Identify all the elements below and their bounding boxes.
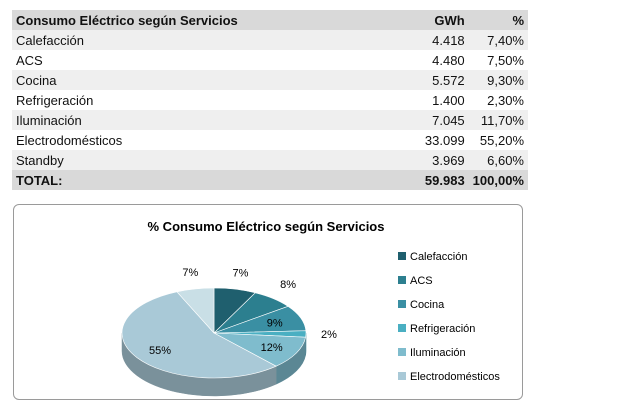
- cell-name: Standby: [12, 150, 388, 170]
- cell-gwh: 5.572: [387, 70, 469, 90]
- table-row: Iluminación 7.045 11,70%: [12, 110, 528, 130]
- pie-data-label: 7%: [233, 267, 249, 279]
- cell-percent: 11,70%: [468, 110, 528, 130]
- legend-label: ACS: [410, 275, 433, 287]
- pie-data-label: 9%: [267, 317, 283, 329]
- cell-name: TOTAL:: [12, 170, 388, 190]
- cell-gwh: 3.969: [387, 150, 469, 170]
- cell-name: Cocina: [12, 70, 388, 90]
- cell-gwh: 4.418: [387, 30, 469, 50]
- legend-label: Electrodomésticos: [410, 371, 500, 383]
- pie-group: [121, 287, 307, 397]
- cell-gwh: 7.045: [387, 110, 469, 130]
- table-row: ACS 4.480 7,50%: [12, 50, 528, 70]
- table-row: Cocina 5.572 9,30%: [12, 70, 528, 90]
- cell-percent: 6,60%: [468, 150, 528, 170]
- legend-label: Cocina: [410, 299, 445, 311]
- pie-data-label: 12%: [261, 342, 283, 354]
- cell-gwh: 4.480: [387, 50, 469, 70]
- cell-percent: 7,50%: [468, 50, 528, 70]
- legend-label: Refrigeración: [410, 323, 475, 335]
- cell-name: Iluminación: [12, 110, 388, 130]
- cell-gwh: 33.099: [387, 130, 469, 150]
- cell-percent: %: [468, 10, 528, 30]
- pie-data-label: 8%: [280, 279, 296, 291]
- chart-title: % Consumo Eléctrico según Servicios: [148, 219, 385, 234]
- legend: Calefacción ACS Cocina Refrigeración Ilumina…: [398, 251, 500, 383]
- table-header-row: Consumo Eléctrico según Servicios GWh%: [12, 10, 528, 30]
- legend-swatch: [398, 252, 406, 260]
- legend-swatch: [398, 372, 406, 380]
- cell-name: Consumo Eléctrico según Servicios: [12, 10, 388, 30]
- cell-gwh: 1.400: [387, 90, 469, 110]
- legend-swatch: [398, 324, 406, 332]
- pie-slice-standby: [176, 287, 215, 334]
- table-row: Refrigeración 1.400 2,30%: [12, 90, 528, 110]
- table-row: Electrodomésticos 33.099 55,20%: [12, 130, 528, 150]
- pie-label-group: 7% 8% 9% 2% 12% 55% 7%: [149, 267, 337, 357]
- cell-name: Calefacción: [12, 30, 388, 50]
- legend-swatch: [398, 300, 406, 308]
- consumption-table-container: Consumo Eléctrico según Servicios GWh% Cal…: [12, 10, 528, 190]
- legend-label: Calefacción: [410, 251, 467, 263]
- cell-gwh: GWh: [387, 10, 469, 30]
- cell-name: Electrodomésticos: [12, 130, 388, 150]
- legend-label: Iluminación: [410, 347, 466, 359]
- pie-slice-iluminacion: [213, 332, 306, 367]
- pie-data-label: 55%: [149, 345, 171, 357]
- pie-slice-electrodomesticos: [121, 291, 277, 379]
- pie-chart: % Consumo Eléctrico según Servicios 7% 8%…: [121, 219, 500, 397]
- pie-data-label: 7%: [182, 267, 198, 279]
- cell-percent: 55,20%: [468, 130, 528, 150]
- cell-name: Refrigeración: [12, 90, 388, 110]
- legend-swatch: [398, 348, 406, 356]
- pie-data-label: 2%: [321, 329, 337, 341]
- cell-gwh: 59.983: [387, 170, 469, 190]
- table-row: Calefacción 4.418 7,40%: [12, 30, 528, 50]
- cell-percent: 100,00%: [468, 170, 528, 190]
- cell-name: ACS: [12, 50, 388, 70]
- consumption-table: Consumo Eléctrico según Servicios GWh% Cal…: [12, 10, 528, 190]
- table-row: Standby 3.969 6,60%: [12, 150, 528, 170]
- cell-percent: 7,40%: [468, 30, 528, 50]
- legend-swatch: [398, 276, 406, 284]
- table-total-row: TOTAL: 59.983 100,00%: [12, 170, 528, 190]
- chart-container: % Consumo Eléctrico según Servicios 7% 8%…: [13, 204, 523, 400]
- cell-percent: 9,30%: [468, 70, 528, 90]
- cell-percent: 2,30%: [468, 90, 528, 110]
